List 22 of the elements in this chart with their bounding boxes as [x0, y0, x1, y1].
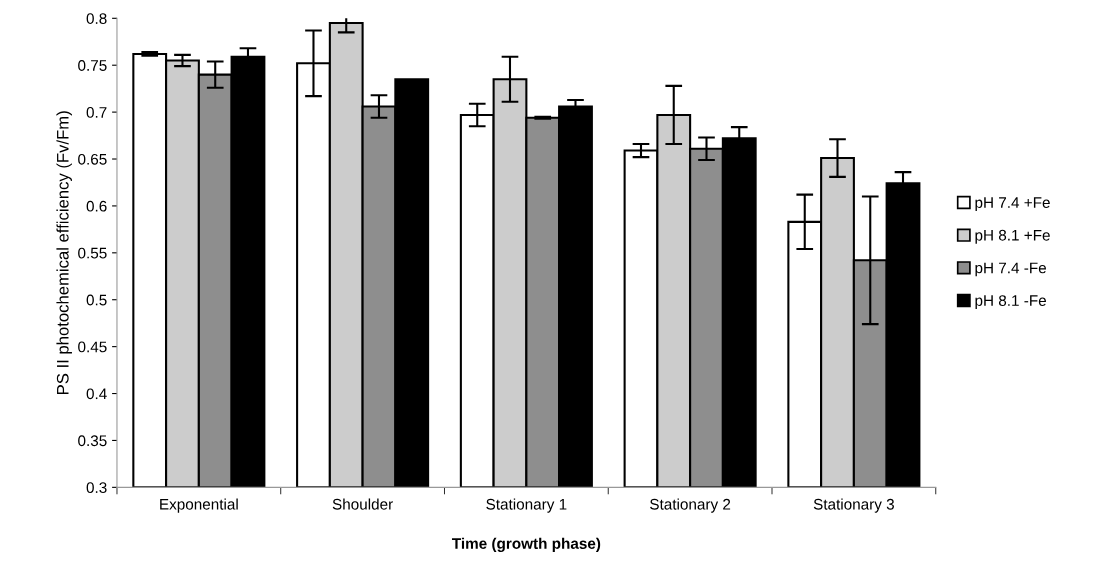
y-tick-label: 0.6	[86, 200, 107, 212]
y-tick-label: 0.5	[86, 294, 107, 306]
legend-label: pH 7.4 +Fe	[975, 197, 1050, 211]
legend-label: pH 8.1 -Fe	[975, 295, 1046, 309]
y-tick-label: 0.75	[78, 60, 107, 71]
y-tick-label: 0.65	[78, 153, 107, 165]
y-axis-title: PS II photochemical efficiency (Fv/Fm)	[56, 111, 72, 394]
x-tick-label: Exponential	[160, 498, 238, 513]
y-tick-label: 0.3	[86, 482, 107, 494]
y-tick-label: 0.4	[86, 388, 107, 400]
legend-label: pH 7.4 -Fe	[975, 262, 1046, 277]
y-tick-label: 0.55	[78, 247, 107, 259]
y-tick-label: 0.35	[78, 435, 107, 447]
y-tick-label: 0.8	[86, 13, 107, 24]
y-tick-label: 0.7	[86, 106, 107, 118]
x-tick-label: Shoulder	[332, 498, 393, 510]
x-tick-label: Stationary 2	[650, 498, 731, 513]
x-axis-title: Time (growth phase)	[451, 537, 601, 553]
x-tick-label: Stationary 1	[486, 498, 567, 513]
x-tick-label: Stationary 3	[813, 498, 894, 513]
y-tick-label: 0.45	[78, 341, 107, 353]
legend-label: pH 8.1 +Fe	[975, 229, 1050, 244]
